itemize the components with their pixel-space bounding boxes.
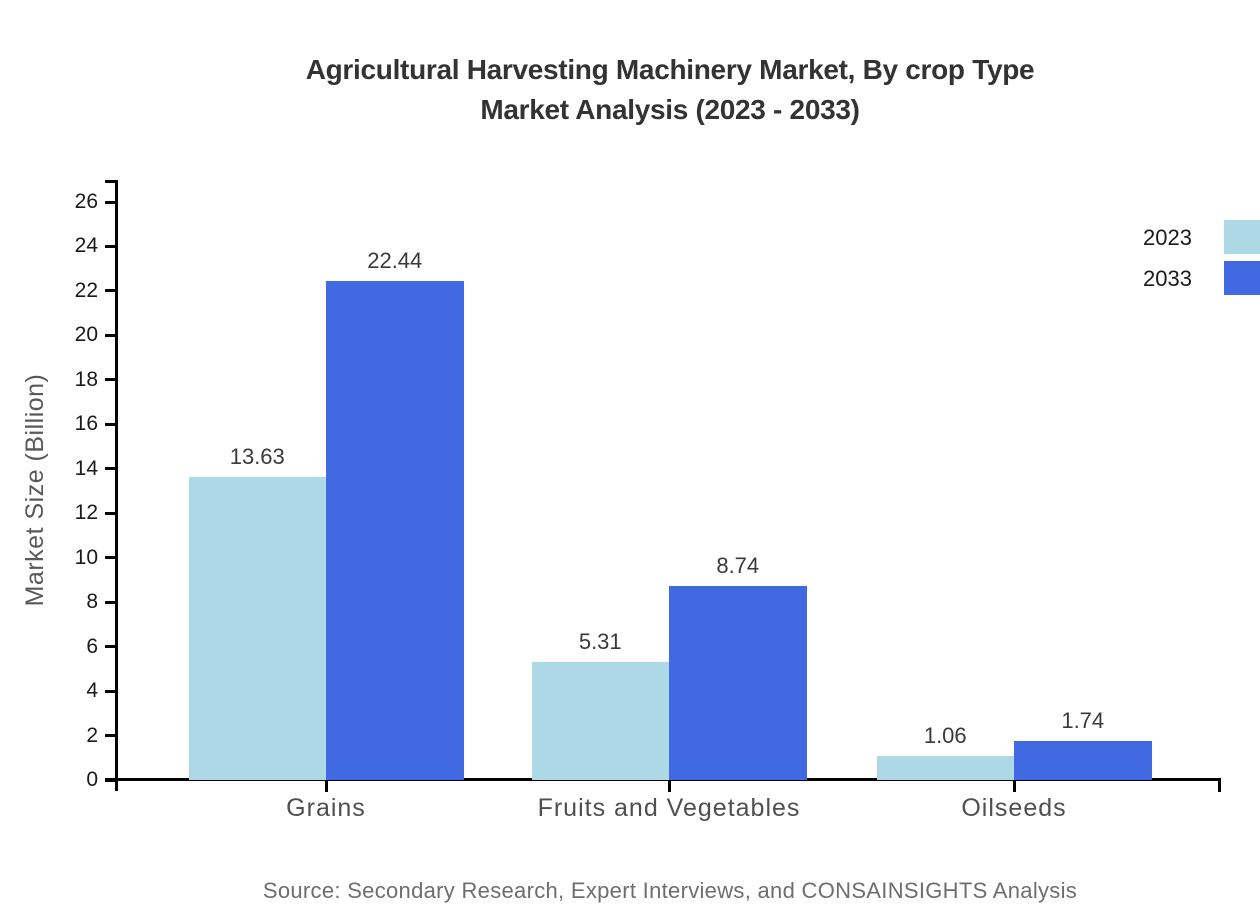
legend-label-2033: 2033: [1143, 266, 1192, 291]
y-tick-6: [105, 645, 118, 649]
y-tick-label-12: 12: [74, 501, 98, 525]
y-tick-label-10: 10: [74, 545, 98, 569]
value-label-2023-grains: 13.63: [229, 443, 285, 469]
value-label-2033-oilseeds: 1.74: [1061, 708, 1105, 734]
bar-2033-fruits-and-vegetables: [669, 585, 807, 780]
bar-2023-grains: [188, 476, 326, 780]
value-label-2023-fruits-and-vegetables: 5.31: [578, 628, 622, 654]
x-tick-fruits-and-vegetables: [667, 781, 671, 792]
bar-2033-grains: [326, 281, 464, 780]
chart-title-line2: Market Analysis (2023 - 2033): [480, 94, 860, 125]
x-tick-oilseeds: [1012, 781, 1016, 792]
y-tick-4: [105, 689, 118, 693]
category-label-fruits-and-vegetables: Fruits and Vegetables: [537, 794, 801, 822]
y-tick-24: [105, 244, 118, 248]
y-tick-18: [105, 378, 118, 382]
chart-title-line1: Agricultural Harvesting Machinery Market…: [305, 54, 1035, 85]
y-tick-10: [105, 556, 118, 560]
y-tick-26: [105, 200, 118, 204]
category-label-oilseeds: Oilseeds: [961, 794, 1067, 822]
y-tick-22: [105, 289, 118, 293]
value-label-2023-oilseeds: 1.06: [923, 723, 967, 749]
y-tick-2: [105, 734, 118, 738]
legend-label-2023: 2023: [1143, 225, 1192, 250]
y-axis-end-tick: [105, 180, 118, 183]
legend-swatch-2033: [1224, 261, 1260, 295]
y-tick-label-24: 24: [74, 234, 98, 258]
y-tick-8: [105, 600, 118, 604]
y-tick-12: [105, 511, 118, 515]
bar-2023-oilseeds: [876, 756, 1014, 780]
y-tick-label-0: 0: [86, 768, 98, 791]
y-tick-label-4: 4: [86, 679, 98, 703]
bar-2023-fruits-and-vegetables: [531, 661, 669, 780]
x-axis-end-tick: [1218, 781, 1221, 792]
category-label-grains: Grains: [286, 794, 366, 822]
y-tick-label-6: 6: [86, 634, 98, 658]
legend-swatch-2023: [1224, 220, 1260, 254]
y-axis-line: [115, 180, 118, 791]
y-tick-label-2: 2: [86, 723, 98, 747]
y-tick-label-26: 26: [74, 190, 98, 213]
y-tick-20: [105, 333, 118, 337]
value-label-2033-fruits-and-vegetables: 8.74: [716, 552, 760, 578]
value-label-2033-grains: 22.44: [367, 248, 423, 274]
y-tick-16: [105, 422, 118, 426]
y-tick-label-14: 14: [74, 456, 98, 480]
y-tick-label-22: 22: [74, 278, 98, 302]
y-tick-label-20: 20: [74, 323, 98, 347]
source-note: Source: Secondary Research, Expert Inter…: [262, 878, 1078, 903]
bar-2033-oilseeds: [1014, 741, 1152, 780]
y-tick-14: [105, 467, 118, 471]
y-tick-label-16: 16: [74, 412, 98, 436]
chart-title: Agricultural Harvesting Machinery Market…: [80, 50, 1260, 130]
x-tick-grains: [324, 781, 328, 792]
y-tick-0: [105, 778, 118, 782]
y-tick-label-18: 18: [74, 367, 98, 391]
y-tick-label-8: 8: [86, 590, 98, 614]
